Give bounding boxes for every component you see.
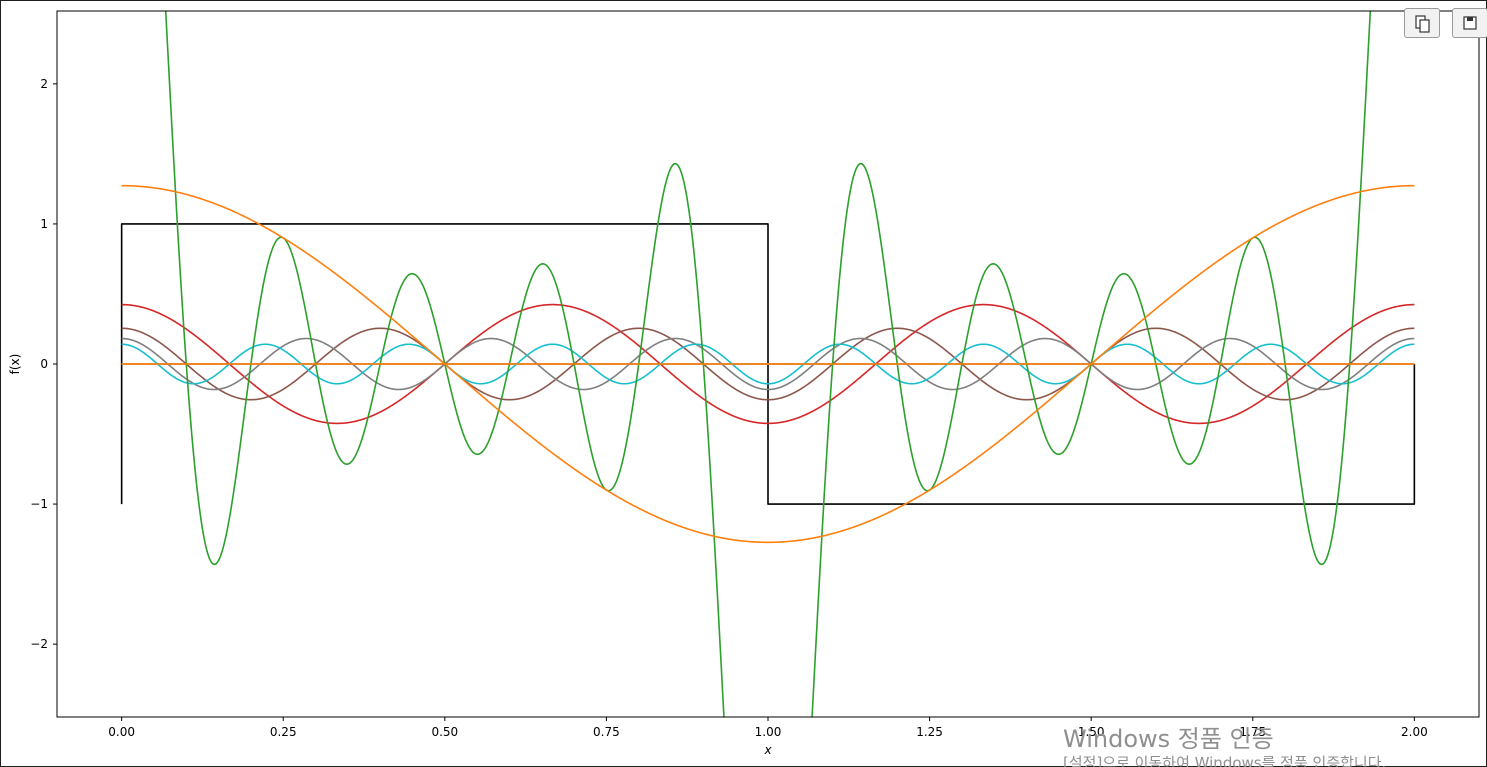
- y-axis-label: f(x): [8, 354, 22, 375]
- series-layer: [120, 11, 1416, 717]
- series-line-8: [121, 343, 1415, 385]
- x-tick-label: 0.25: [270, 725, 297, 739]
- x-tick-label: 0.50: [431, 725, 458, 739]
- x-axis-label: x: [763, 743, 772, 757]
- save-button[interactable]: [1452, 8, 1487, 38]
- x-tick-label: 0.75: [593, 725, 620, 739]
- x-tick-label: 1.00: [755, 725, 782, 739]
- y-axis-ticks: −2 −1 0 1 2: [30, 77, 57, 651]
- copy-button[interactable]: [1404, 8, 1440, 38]
- series-line-5: [121, 303, 1415, 425]
- y-tick-label: −2: [30, 637, 48, 651]
- y-tick-label: −1: [30, 497, 48, 511]
- series-line-7: [121, 337, 1415, 391]
- x-tick-label: 0.00: [108, 725, 135, 739]
- y-tick-label: 0: [40, 357, 48, 371]
- x-tick-label: 1.25: [916, 725, 943, 739]
- series-line-9: [164, 11, 1372, 717]
- y-tick-label: 2: [40, 77, 48, 91]
- series-line-6: [121, 327, 1415, 401]
- series-line-10: [121, 184, 1415, 544]
- copy-icon: [1415, 15, 1430, 33]
- save-icon: [1463, 16, 1477, 30]
- x-tick-label: 2.00: [1401, 725, 1428, 739]
- y-tick-label: 1: [40, 217, 48, 231]
- x-tick-label: 1.75: [1239, 725, 1266, 739]
- x-axis-ticks: 0.00 0.25 0.50 0.75 1.00 1.25 1.50 1.75 2.00: [108, 717, 1428, 739]
- x-tick-label: 1.50: [1078, 725, 1105, 739]
